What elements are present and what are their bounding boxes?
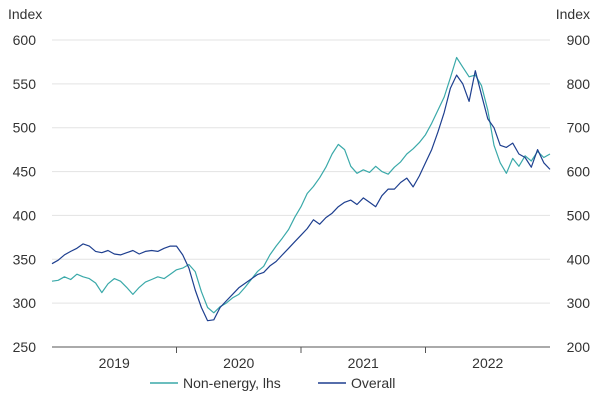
left-axis-ticks: 250 300 350 400 450 500 550 600 [13,32,37,355]
x-tick-label: 2022 [472,355,503,371]
right-tick-label: 300 [567,295,591,311]
right-tick-label: 700 [567,120,591,136]
right-axis-label: Index [556,6,590,22]
x-axis: 2019 2020 2021 2022 [52,346,550,371]
right-tick-label: 600 [567,164,591,180]
right-tick-label: 900 [567,32,591,48]
x-tick-label: 2020 [223,355,254,371]
legend-label-non-energy: Non-energy, lhs [183,375,281,391]
series-line-overall [51,70,551,322]
left-tick-label: 600 [13,32,37,48]
right-tick-label: 500 [567,207,591,223]
left-tick-label: 300 [13,295,37,311]
left-tick-label: 450 [13,164,37,180]
left-tick-label: 550 [13,76,37,92]
left-tick-label: 400 [13,207,37,223]
left-axis-label: Index [8,6,42,22]
series-lines [51,56,551,322]
series-line-non-energy-lhs [51,56,551,314]
x-tick-label: 2021 [348,355,379,371]
left-tick-label: 350 [13,251,37,267]
gridlines [52,39,550,304]
right-axis-ticks: 200 300 400 500 600 700 800 900 [567,32,591,355]
x-tick-label: 2019 [99,355,130,371]
right-tick-label: 200 [567,339,591,355]
left-tick-label: 250 [13,339,37,355]
left-tick-label: 500 [13,120,37,136]
right-tick-label: 800 [567,76,591,92]
right-tick-label: 400 [567,251,591,267]
legend: Non-energy, lhs Overall [150,375,395,391]
legend-label-overall: Overall [351,375,395,391]
